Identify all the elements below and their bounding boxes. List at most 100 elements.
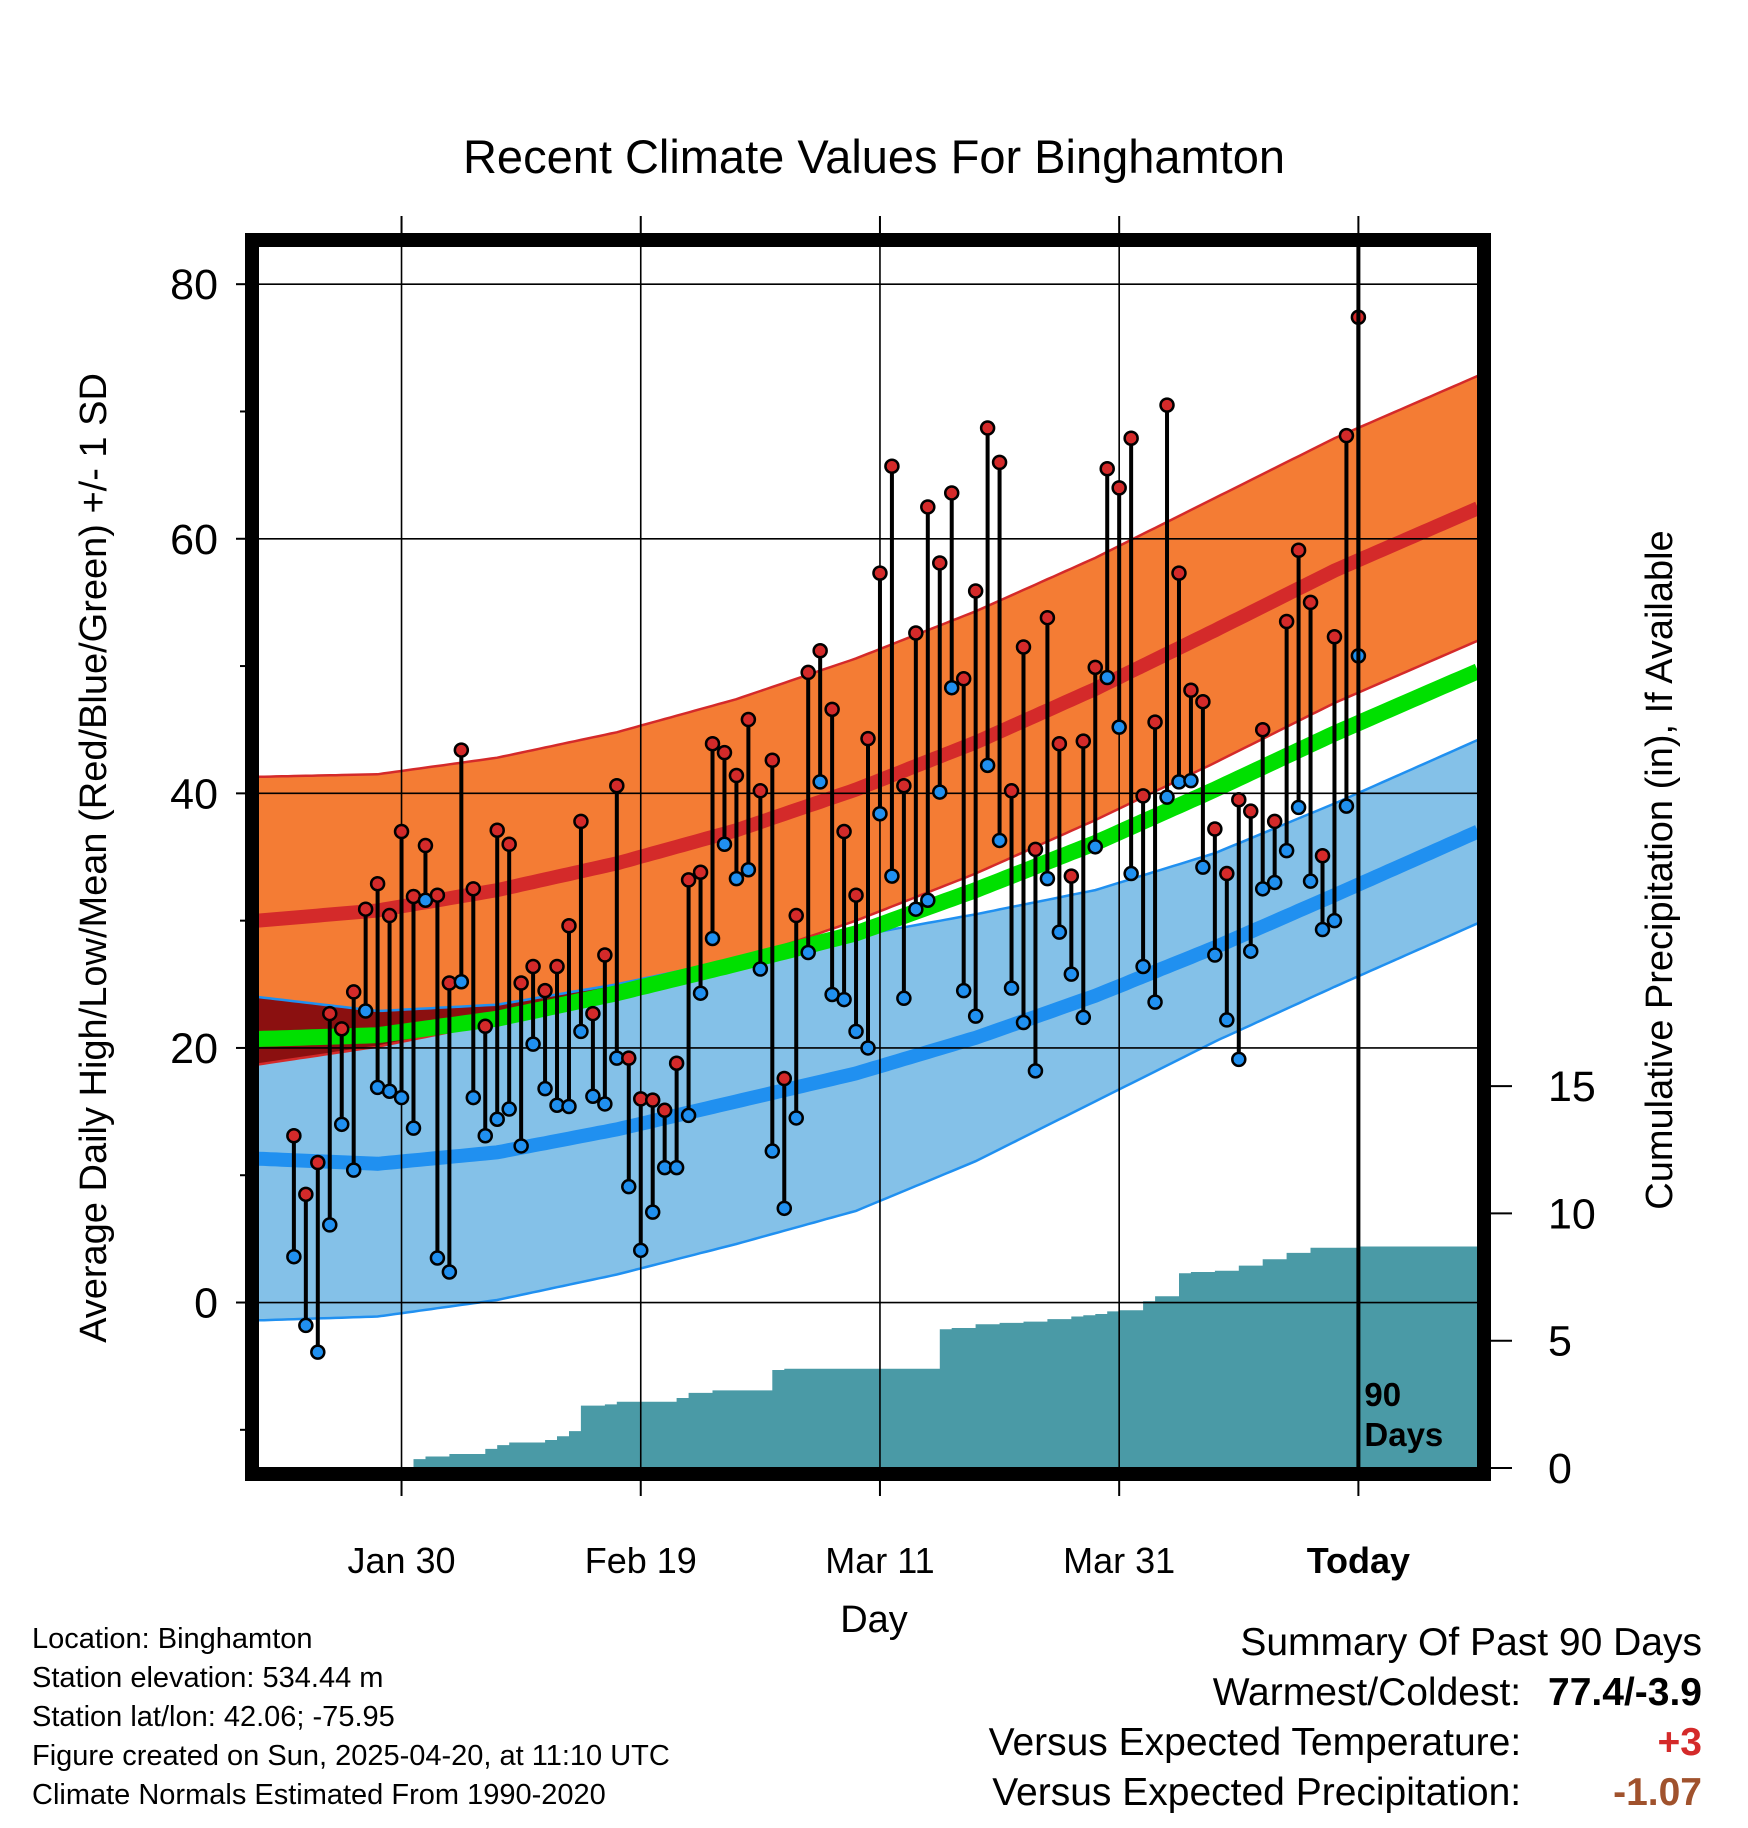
obs-high-point	[1039, 609, 1056, 626]
obs-high-point	[1290, 542, 1307, 558]
obs-high-point	[764, 752, 781, 769]
obs-high-point	[644, 1092, 661, 1108]
obs-low-point	[704, 930, 721, 947]
obs-low-point	[812, 774, 828, 790]
obs-low-point	[1159, 789, 1175, 805]
y-tick-label: 80	[170, 261, 218, 309]
obs-low-point	[1087, 839, 1104, 855]
obs-high-point	[1278, 613, 1295, 630]
obs-low-point	[979, 757, 996, 774]
obs-high-point	[1159, 397, 1175, 413]
obs-high-point	[429, 887, 446, 903]
obs-high-point	[1147, 714, 1163, 730]
obs-high-point	[836, 823, 852, 840]
obs-high-point	[1195, 693, 1211, 710]
obs-high-point	[1219, 865, 1235, 882]
obs-high-point	[776, 1070, 793, 1087]
obs-high-point	[597, 947, 613, 963]
obs-low-point	[692, 985, 709, 1001]
obs-high-point	[752, 783, 769, 799]
obs-high-point	[1015, 639, 1032, 655]
obs-low-point	[1063, 966, 1080, 982]
y-tick-label: 40	[170, 770, 218, 818]
summary-precipitation: Versus Expected Precipitation: -1.07	[802, 1768, 1702, 1818]
obs-low-point	[920, 892, 936, 909]
obs-high-point	[656, 1102, 673, 1119]
obs-low-point	[908, 901, 924, 917]
window-label-line: 90	[1364, 1376, 1401, 1413]
obs-high-point	[860, 730, 876, 747]
obs-low-point	[1075, 1009, 1092, 1026]
warmest-coldest-label: Warmest/Coldest:	[1212, 1671, 1522, 1714]
obs-high-point	[1063, 868, 1080, 884]
obs-low-point	[345, 1162, 362, 1178]
obs-high-point	[920, 499, 936, 515]
x-tick-label: Jan 30	[347, 1540, 455, 1581]
window-label: 90 Days	[1364, 1376, 1443, 1453]
obs-low-point	[884, 868, 900, 884]
obs-low-point	[1111, 719, 1127, 735]
station-elevation: Station elevation: 534.44 m	[32, 1662, 384, 1694]
obs-low-point	[740, 861, 757, 878]
obs-low-point	[477, 1128, 494, 1144]
obs-low-point	[310, 1344, 326, 1360]
obs-low-point	[1231, 1051, 1247, 1068]
obs-high-point	[1087, 659, 1104, 676]
obs-high-point	[1027, 841, 1044, 858]
obs-low-point	[381, 1083, 398, 1099]
obs-high-point	[465, 881, 482, 897]
obs-low-point	[429, 1250, 446, 1266]
obs-high-point	[1338, 427, 1355, 444]
obs-high-point	[537, 982, 553, 999]
obs-high-point	[513, 975, 529, 991]
obs-low-point	[1278, 842, 1295, 859]
obs-high-point	[932, 555, 948, 571]
y2-axis-label: Cumulative Precipitation (in), If Availa…	[1639, 530, 1681, 1209]
obs-low-point	[800, 944, 816, 961]
y2-tick-label: 5	[1548, 1318, 1572, 1366]
obs-low-point	[357, 1003, 374, 1019]
x-tick-label: Feb 19	[585, 1540, 697, 1581]
obs-low-point	[621, 1178, 637, 1195]
warmest-coldest-value: 77.4/-3.9	[1548, 1671, 1702, 1714]
obs-high-point	[621, 1050, 637, 1066]
obs-high-point	[286, 1128, 302, 1144]
obs-high-point	[489, 822, 505, 839]
obs-low-point	[393, 1089, 410, 1106]
obs-high-point	[609, 777, 625, 794]
obs-low-point	[441, 1264, 458, 1280]
obs-low-point	[1135, 958, 1151, 975]
obs-low-point	[872, 805, 888, 822]
x-axis-label: Day	[840, 1599, 908, 1641]
obs-low-point	[955, 982, 972, 999]
obs-low-point	[333, 1116, 350, 1133]
obs-low-point	[680, 1107, 697, 1124]
obs-high-point	[1231, 791, 1247, 808]
obs-low-point	[298, 1317, 314, 1334]
obs-high-point	[680, 872, 697, 888]
obs-high-point	[1242, 803, 1259, 819]
obs-high-point	[1003, 783, 1020, 799]
obs-high-point	[381, 907, 398, 924]
obs-low-point	[1003, 980, 1020, 996]
summary-panel: Summary Of Past 90 Days Warmest/Coldest:…	[802, 1618, 1702, 1818]
obs-low-point	[1338, 798, 1355, 814]
obs-low-point	[1039, 870, 1056, 887]
obs-low-point	[1254, 881, 1271, 897]
obs-low-point	[597, 1096, 613, 1112]
obs-low-point	[1219, 1012, 1235, 1028]
obs-high-point	[417, 837, 434, 854]
x-tick-label: Mar 11	[825, 1540, 934, 1581]
obs-high-point	[333, 1021, 350, 1037]
obs-low-point	[1123, 865, 1139, 882]
obs-low-point	[848, 1023, 864, 1040]
chart-title: Recent Climate Values For Binghamton	[463, 130, 1285, 183]
obs-low-point	[1015, 1014, 1032, 1031]
obs-low-point	[728, 870, 745, 887]
obs-high-point	[991, 454, 1008, 471]
obs-low-point	[752, 961, 769, 977]
observations	[286, 309, 1367, 1360]
obs-low-point	[716, 836, 733, 853]
obs-high-point	[943, 485, 960, 501]
obs-low-point	[501, 1101, 517, 1117]
